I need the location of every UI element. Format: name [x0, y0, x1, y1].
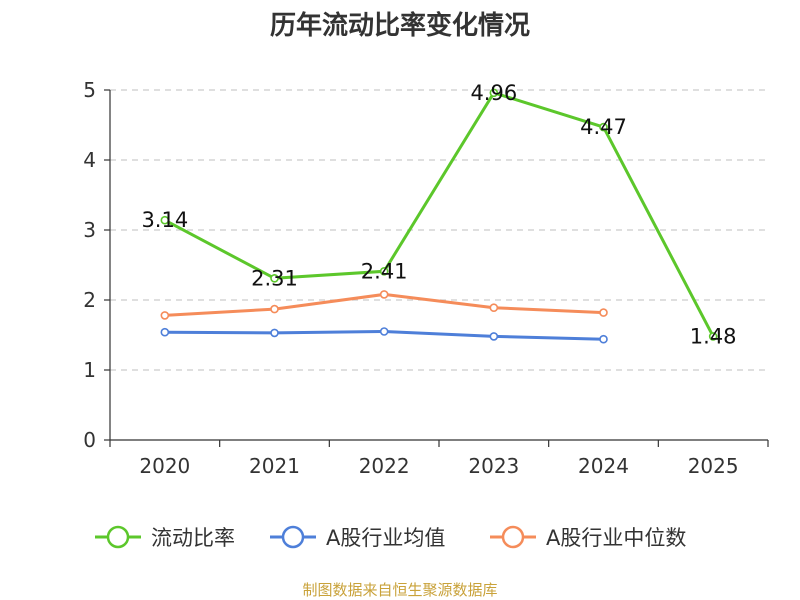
data-point-0-2020 — [160, 215, 170, 225]
data-point-1-2024 — [599, 334, 608, 344]
data-label-layer: 3.14 2.31 2.41 4.96 4.47 1.48 — [141, 81, 736, 349]
data-point-1-2020 — [160, 327, 170, 337]
legend-label-2: A股行业中位数 — [546, 526, 686, 550]
axis-layer: 0 1 2 3 4 5 2020 2021 2022 2023 2024 2025 — [83, 78, 769, 478]
data-point-2-2023 — [489, 303, 499, 313]
y-tick-label: 4 — [83, 148, 96, 172]
x-tick-label-2022: 2022 — [359, 454, 410, 478]
data-point-0-2023 — [489, 88, 499, 98]
x-tick-label-2020: 2020 — [139, 454, 190, 478]
data-label-2020: 3.14 — [141, 208, 188, 232]
y-tick-label: 2 — [83, 288, 96, 312]
y-tick-label: 1 — [83, 358, 96, 382]
x-tick-label-2025: 2025 — [688, 454, 739, 478]
legend-marker-2 — [501, 525, 525, 549]
data-point-0-2022 — [379, 266, 389, 276]
legend-label-1: A股行业均值 — [326, 526, 445, 550]
y-tick-label: 5 — [83, 78, 96, 102]
data-point-0-2021 — [270, 273, 279, 283]
data-point-2-2024 — [599, 308, 608, 317]
data-point-2-2020 — [160, 311, 170, 320]
data-point-1-2021 — [270, 328, 279, 338]
y-tick-label: 3 — [83, 218, 96, 242]
x-tick-label-2021: 2021 — [249, 454, 300, 478]
legend-marker-1 — [281, 525, 305, 549]
data-point-0-2025 — [708, 332, 718, 341]
legend-marker-0 — [106, 525, 130, 549]
data-label-2021: 2.31 — [251, 266, 298, 290]
legend: 流动比率 A股行业均值 A股行业中位数 — [95, 525, 686, 550]
data-label-2023: 4.96 — [470, 81, 517, 105]
x-tick-label-2023: 2023 — [468, 454, 519, 478]
data-label-2024: 4.47 — [580, 115, 627, 139]
series-layer — [160, 88, 718, 344]
series-line-0 — [164, 91, 715, 338]
data-point-1-2022 — [379, 327, 389, 336]
y-tick-label: 0 — [83, 428, 96, 452]
x-tick-label-2024: 2024 — [578, 454, 629, 478]
data-point-0-2024 — [599, 122, 608, 132]
source-note: 制图数据来自恒生聚源数据库 — [302, 581, 497, 599]
data-point-1-2023 — [489, 332, 499, 341]
data-label-2022: 2.41 — [361, 259, 408, 283]
data-point-2-2022 — [379, 290, 389, 299]
data-label-2025: 1.48 — [690, 324, 737, 348]
data-point-2-2021 — [270, 304, 279, 314]
grid-layer — [110, 89, 768, 371]
chart-title: 历年流动比率变化情况 — [270, 10, 530, 41]
legend-label-0: 流动比率 — [151, 526, 235, 550]
